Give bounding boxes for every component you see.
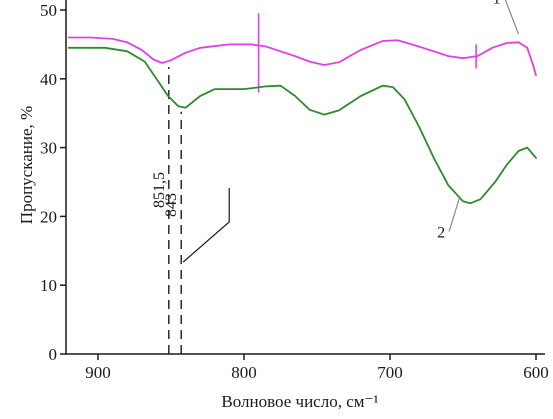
series-line-1 (67, 36, 537, 77)
y-tick-label-50: 50 (40, 1, 57, 20)
curve-label-2: 2 (437, 225, 445, 242)
y-tick-label-40: 40 (40, 70, 57, 89)
peak-label-843: 843 (163, 193, 180, 217)
x-tick-label-800: 800 (231, 363, 257, 382)
series-line-2 (67, 46, 537, 205)
x-tick-label-700: 700 (377, 363, 403, 382)
plot-area-frame (65, 0, 545, 355)
y-tick-label-0: 0 (49, 345, 58, 364)
x-tick-label-600: 600 (523, 363, 549, 382)
curve-leader-2 (448, 195, 461, 232)
curve-labels: 12 (437, 0, 520, 242)
x-axis-title: Волновое число, см⁻¹ (221, 392, 378, 411)
peak-label-851,5: 851,5 (151, 172, 168, 208)
peak-leader-843 (182, 188, 230, 263)
curve-label-1: 1 (493, 0, 501, 8)
curve-leader-1 (504, 0, 520, 35)
y-tick-label-30: 30 (40, 139, 57, 158)
y-tick-label-20: 20 (40, 207, 57, 226)
y-axis-ticks: 0 10 20 30 40 50 (40, 1, 66, 364)
x-axis-ticks: 900 800 700 600 (85, 354, 549, 382)
y-tick-label-10: 10 (40, 276, 57, 295)
x-tick-label-900: 900 (85, 363, 111, 382)
data-series (67, 13, 537, 205)
y-axis-title: Пропускание, % (17, 106, 36, 224)
